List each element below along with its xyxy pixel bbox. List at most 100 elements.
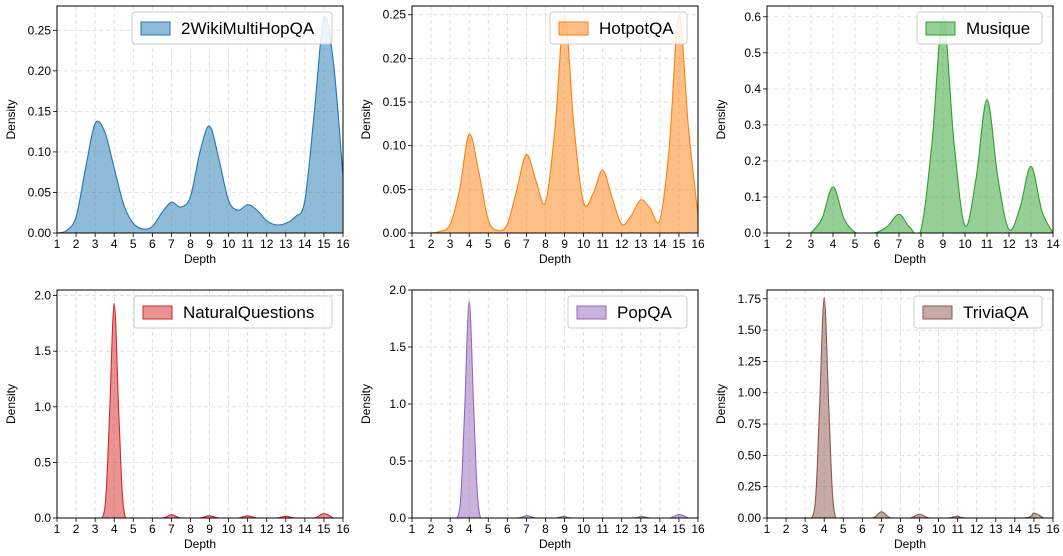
- x-tick-label: 5: [130, 237, 137, 251]
- y-axis-label: Density: [359, 384, 373, 424]
- y-tick-label: 0.25: [383, 8, 407, 22]
- x-tick-label: 13: [989, 522, 1003, 536]
- x-tick-label: 14: [1046, 237, 1060, 251]
- x-axis-label: Depth: [894, 252, 926, 266]
- legend-box: [913, 295, 1043, 329]
- legend-swatch: [925, 21, 956, 36]
- y-tick-label: 0.25: [738, 480, 762, 494]
- y-tick-label: 0.2: [744, 154, 761, 168]
- x-tick-label: 13: [279, 237, 293, 251]
- y-tick-label: 1.0: [389, 397, 406, 411]
- density-area: [431, 14, 698, 233]
- legend-swatch: [558, 21, 589, 36]
- x-tick-label: 2: [428, 237, 435, 251]
- x-tick-label: 13: [1024, 237, 1038, 251]
- x-tick-label: 6: [149, 522, 156, 536]
- legend-box: [133, 295, 333, 329]
- y-tick-label: 1.5: [389, 340, 406, 354]
- x-tick-label: 3: [808, 237, 815, 251]
- legend-label: 2WikiMultiHopQA: [181, 19, 315, 38]
- y-tick-label: 0.00: [738, 511, 762, 525]
- density-area: [57, 16, 343, 233]
- chart-panel-1: 1 2 3 4 5 6 7 8 9 10 11 12 13 14 15 160.000.050.100.150…: [4, 5, 350, 266]
- x-tick-label: 9: [561, 237, 568, 251]
- x-tick-label: 7: [896, 237, 903, 251]
- x-axis-label: Depth: [184, 252, 216, 266]
- chart-panel-5: 1 2 3 4 5 6 7 8 9 10 11 12 13 14 15 160.00.51.01.52.0De…: [359, 283, 705, 551]
- x-tick-label: 5: [130, 522, 137, 536]
- y-tick-label: 0.10: [383, 139, 407, 153]
- x-tick-label: 2: [73, 522, 80, 536]
- x-tick-label: 4: [466, 522, 473, 536]
- x-tick-label: 4: [111, 237, 118, 251]
- y-axis-label: Density: [4, 384, 18, 424]
- x-tick-label: 6: [504, 522, 511, 536]
- x-tick-label: 14: [653, 237, 667, 251]
- y-tick-label: 1.5: [34, 344, 51, 358]
- y-tick-label: 0.20: [28, 64, 52, 78]
- x-tick-label: 9: [916, 522, 923, 536]
- x-tick-label: 11: [241, 522, 254, 536]
- x-tick-label: 5: [840, 522, 847, 536]
- x-tick-label: 8: [542, 237, 549, 251]
- legend-box: [131, 11, 333, 45]
- legend-swatch: [142, 305, 173, 320]
- x-tick-label: 15: [1027, 522, 1041, 536]
- legend-label: NaturalQuestions: [183, 303, 314, 322]
- x-tick-label: 11: [596, 522, 609, 536]
- x-tick-label: 16: [336, 237, 350, 251]
- x-tick-label: 7: [523, 237, 530, 251]
- x-tick-label: 9: [206, 522, 213, 536]
- y-axis-label: Density: [714, 384, 728, 424]
- x-tick-label: 14: [653, 522, 667, 536]
- x-tick-label: 9: [206, 237, 213, 251]
- x-tick-label: 8: [897, 522, 904, 536]
- x-tick-label: 2: [428, 522, 435, 536]
- y-axis-label: Density: [714, 99, 728, 139]
- x-tick-label: 2: [73, 237, 80, 251]
- y-tick-label: 0.05: [383, 182, 407, 196]
- y-tick-label: 0.05: [28, 185, 52, 199]
- y-tick-label: 0.15: [383, 95, 407, 109]
- x-axis-label: Depth: [184, 537, 216, 551]
- x-tick-label: 5: [485, 522, 492, 536]
- x-tick-label: 13: [279, 522, 293, 536]
- chart-panel-6: 1 2 3 4 5 6 7 8 9 10 11 12 13 14 15 160.000.250.500.751…: [714, 289, 1060, 551]
- axes-frame: [766, 289, 1054, 519]
- x-tick-label: 12: [1002, 237, 1016, 251]
- x-tick-label: 10: [222, 237, 236, 251]
- legend-box: [916, 11, 1043, 45]
- x-tick-label: 4: [466, 237, 473, 251]
- x-tick-label: 10: [958, 237, 972, 251]
- legend-label: HotpotQA: [599, 19, 674, 38]
- x-tick-label: 14: [298, 237, 312, 251]
- y-tick-label: 0.5: [744, 46, 761, 60]
- x-axis-label: Depth: [894, 537, 926, 551]
- y-tick-label: 0.25: [28, 23, 52, 37]
- x-tick-label: 2: [783, 522, 790, 536]
- y-tick-label: 0.15: [28, 104, 52, 118]
- x-tick-label: 12: [615, 522, 629, 536]
- x-tick-label: 3: [802, 522, 809, 536]
- y-axis-label: Density: [4, 99, 18, 139]
- x-tick-label: 6: [874, 237, 881, 251]
- x-tick-label: 10: [222, 522, 236, 536]
- y-tick-label: 1.50: [738, 323, 762, 337]
- x-tick-label: 7: [168, 237, 175, 251]
- x-tick-label: 14: [298, 522, 312, 536]
- legend-swatch: [576, 305, 607, 320]
- y-tick-label: 0.4: [744, 82, 761, 96]
- density-area: [450, 301, 689, 518]
- axes-frame: [56, 5, 344, 234]
- y-tick-label: 1.0: [34, 400, 51, 414]
- x-tick-label: 1: [54, 237, 61, 251]
- x-tick-label: 9: [940, 237, 947, 251]
- y-tick-label: 0.5: [389, 454, 406, 468]
- y-tick-label: 0.0: [389, 511, 406, 525]
- y-tick-label: 0.0: [34, 511, 51, 525]
- x-tick-label: 10: [577, 237, 591, 251]
- y-axis-label: Density: [359, 99, 373, 139]
- y-tick-label: 0.1: [744, 190, 761, 204]
- legend-label: Musique: [966, 19, 1030, 38]
